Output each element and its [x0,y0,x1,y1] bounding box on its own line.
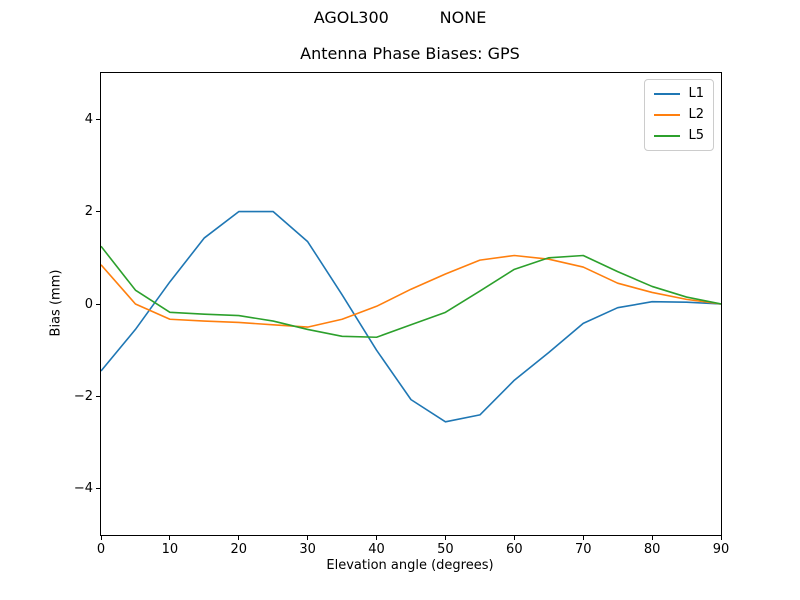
y-tick-label: −4 [73,481,93,497]
x-tick-label: 80 [643,542,661,557]
x-tick-label: 70 [574,542,592,557]
legend-item-l2: L2 [654,107,704,123]
x-tick-mark [238,536,240,540]
y-tick-mark [96,211,100,213]
legend-item-l1: L1 [654,86,704,102]
y-tick-mark [96,303,100,305]
x-axis-label: Elevation angle (degrees) [326,558,494,573]
x-tick-mark [582,536,584,540]
legend-item-l5: L5 [654,128,704,144]
legend-box: L1 L2 L5 [644,79,714,151]
x-tick-label: 40 [368,542,385,557]
x-tick-label: 20 [230,542,248,557]
axes-title: Antenna Phase Biases: GPS [300,44,520,63]
x-tick-mark [307,536,309,540]
legend-item-label: L2 [688,107,704,122]
x-tick-mark [513,536,515,540]
legend-line-swatch [654,135,681,137]
x-tick-mark [720,536,722,540]
y-tick-label: 0 [84,296,93,312]
x-tick-mark [651,536,653,540]
x-tick-mark [100,536,102,540]
x-tick-label: 60 [506,542,523,557]
x-tick-label: 50 [437,542,454,557]
x-tick-label: 10 [161,542,179,557]
legend-line-swatch [654,114,681,116]
y-tick-mark [96,488,100,490]
x-tick-label: 0 [96,542,106,557]
y-axis-label: Bias (mm) [48,269,64,337]
x-tick-mark [444,536,446,540]
y-tick-label: 4 [84,111,93,127]
y-tick-label: 2 [84,204,93,220]
axes-frame: 0 10 20 30 40 50 60 70 80 90 −4 −2 0 2 4 L1 L2 L5 [74,72,729,557]
x-tick-label: 90 [712,542,730,557]
y-tick-mark [96,118,100,120]
y-tick-mark [96,395,100,397]
legend-item-label: L5 [688,128,704,143]
y-tick-label: −2 [73,388,93,404]
legend-line-swatch [654,93,681,95]
series-line-l5 [101,245,721,339]
series-line-l1 [101,210,721,423]
x-tick-label: 30 [299,542,316,557]
series-line-l2 [101,254,721,328]
legend-item-label: L1 [688,86,704,101]
x-tick-mark [169,536,171,540]
figure-suptitle: AGOL300 NONE [313,8,487,27]
plot-canvas [101,210,721,423]
x-tick-mark [376,536,378,540]
